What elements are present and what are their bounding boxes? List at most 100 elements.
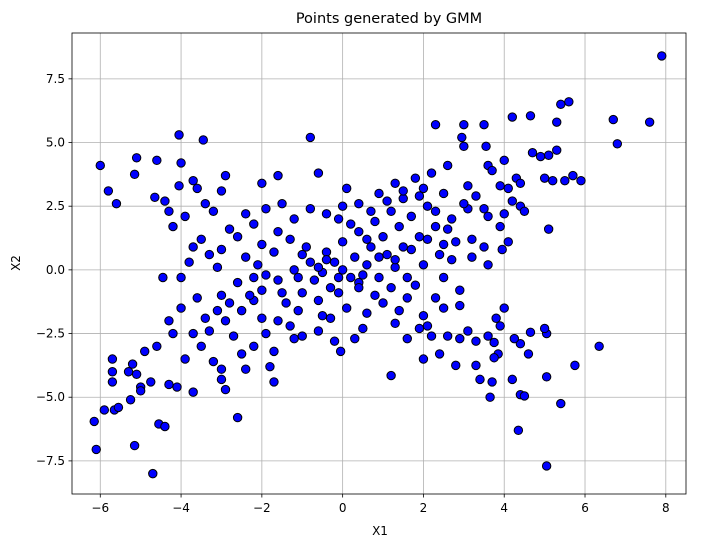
scatter-point (489, 337, 499, 348)
scatter-point (564, 97, 574, 107)
scatter-point (216, 186, 227, 196)
x-axis-label: X1 (372, 524, 388, 538)
chart-title: Points generated by GMM (296, 11, 482, 27)
scatter-point (552, 117, 562, 127)
scatter-point (350, 333, 360, 344)
scatter-point (515, 339, 526, 349)
scatter-point (127, 359, 138, 369)
scatter-point (289, 265, 299, 275)
x-tick-label: −4 (172, 501, 190, 515)
scatter-point (192, 293, 202, 303)
scatter-point (475, 374, 485, 385)
scatter-point (362, 234, 372, 245)
scatter-point (556, 398, 566, 409)
scatter-point (503, 237, 513, 247)
scatter-point (350, 252, 360, 262)
scatter-point (273, 170, 283, 181)
scatter-point (285, 234, 295, 245)
scatter-point (386, 282, 396, 293)
scatter-point (220, 316, 231, 326)
y-tick-label: 5.0 (46, 136, 65, 150)
scatter-point (269, 377, 279, 387)
scatter-point (390, 254, 400, 265)
scatter-point (451, 237, 461, 247)
x-tick-label: 0 (339, 501, 347, 515)
scatter-point (394, 221, 404, 232)
scatter-point (402, 293, 412, 303)
scatter-point (333, 272, 344, 283)
scatter-point (471, 191, 481, 201)
scatter-point (483, 331, 493, 341)
scatter-point (261, 270, 271, 280)
scatter-point (483, 211, 493, 222)
scatter-point (257, 313, 267, 323)
scatter-point (107, 367, 118, 377)
scatter-point (426, 331, 437, 341)
scatter-point (204, 326, 215, 336)
scatter-point (422, 234, 433, 245)
scatter-point (451, 360, 461, 371)
scatter-point (539, 323, 550, 334)
scatter-point (434, 249, 445, 260)
scatter-point (216, 244, 227, 255)
scatter-point (297, 249, 307, 260)
scatter-point (430, 119, 441, 130)
scatter-point (479, 119, 489, 130)
scatter-point (483, 260, 493, 270)
y-tick-label: −5.0 (36, 390, 65, 404)
scatter-point (386, 206, 396, 216)
scatter-point (164, 316, 174, 326)
scatter-point (410, 280, 421, 290)
scatter-point (232, 412, 243, 423)
scatter-point (95, 160, 105, 171)
scatter-point (305, 257, 316, 267)
scatter-point (164, 206, 174, 216)
scatter-point (374, 252, 384, 262)
scatter-point (168, 221, 178, 232)
scatter-point (176, 303, 186, 313)
scatter-point (507, 196, 518, 206)
scatter-point (188, 387, 198, 397)
scatter-point (277, 288, 287, 298)
scatter-point (188, 176, 198, 186)
scatter-point (370, 216, 380, 227)
plot-frame (71, 32, 687, 495)
scatter-point (91, 444, 101, 455)
scatter-point (196, 341, 206, 351)
scatter-point (346, 219, 356, 229)
scatter-point (321, 209, 332, 219)
scatter-point (152, 155, 162, 166)
scatter-point (479, 242, 489, 252)
scatter-point (188, 328, 198, 339)
scatter-point (406, 211, 417, 222)
scatter-point (107, 354, 118, 364)
scatter-point (382, 249, 392, 260)
scatter-point (273, 226, 283, 237)
scatter-point (240, 364, 251, 374)
scatter-point (174, 130, 184, 140)
scatter-point (89, 416, 99, 427)
scatter-point (414, 323, 425, 334)
scatter-point (543, 224, 554, 234)
scatter-point (257, 239, 267, 250)
scatter-point (198, 135, 208, 145)
scatter-point (459, 141, 469, 152)
scatter-point (438, 272, 449, 283)
scatter-point (430, 221, 441, 232)
scatter-point (180, 354, 190, 364)
scatter-point (293, 272, 303, 283)
scatter-point (216, 290, 227, 301)
scatter-point (346, 272, 356, 283)
scatter-point (208, 356, 219, 367)
scatter-point (164, 379, 174, 390)
x-tick-label: 6 (581, 501, 589, 515)
scatter-point (228, 331, 239, 341)
y-tick-label: 7.5 (46, 72, 65, 86)
scatter-point (313, 295, 324, 306)
x-tick-label: 2 (420, 501, 428, 515)
scatter-point (390, 318, 400, 329)
scatter-point (499, 155, 509, 166)
scatter-point (485, 392, 495, 402)
scatter-point (152, 341, 162, 351)
scatter-point (297, 331, 307, 341)
